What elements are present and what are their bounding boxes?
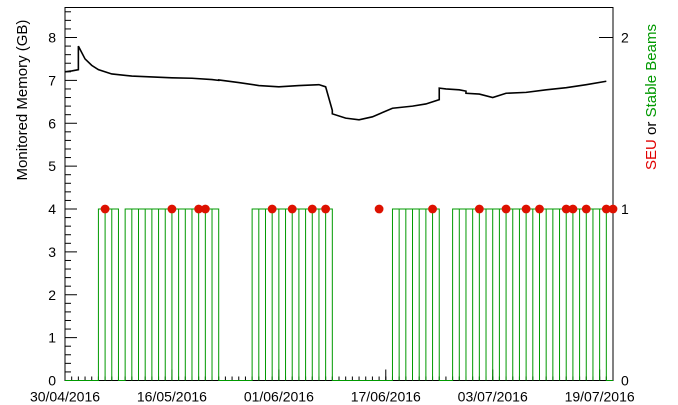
seu-point [521, 204, 531, 214]
y-tick-label: 7 [48, 72, 56, 88]
left-axis: 0 1 2 3 4 5 6 7 8 [48, 11, 77, 389]
y-tick-label: 6 [48, 115, 56, 131]
y2-title-part: or [643, 117, 660, 139]
seu-point [568, 204, 578, 214]
y-tick-label: 4 [48, 201, 56, 217]
x-tick-label: 16/05/2016 [137, 389, 207, 405]
seu-point [321, 204, 331, 214]
y2-tick-label: 2 [621, 30, 629, 46]
y-tick-label: 3 [48, 244, 56, 260]
seu-point [374, 204, 384, 214]
memory-series [64, 45, 607, 121]
y-tick-label: 1 [48, 330, 56, 346]
x-axis: 30/04/2016 16/05/2016 01/06/2016 17/06/2016… [30, 369, 635, 405]
stable-beams-line [65, 208, 613, 381]
y2-title-part: Stable Beams [643, 24, 660, 117]
y-tick-label: 5 [48, 158, 56, 174]
seu-point [428, 204, 437, 214]
x-tick-label: 03/07/2016 [458, 389, 528, 405]
seu-point [287, 204, 297, 214]
seu-point [561, 204, 571, 214]
y2-tick-label: 1 [621, 201, 629, 217]
x-tick-label: 17/06/2016 [351, 389, 421, 405]
y-tick-label: 0 [48, 373, 56, 389]
seu-point [601, 204, 611, 214]
seu-point [501, 204, 511, 214]
y-tick-label: 8 [48, 30, 56, 46]
seu-point [100, 204, 110, 214]
plot-frame [64, 7, 614, 381]
y2-axis-title: SEU or Stable Beams [643, 24, 660, 170]
seu-point [267, 204, 277, 214]
seu-point [608, 204, 618, 214]
seu-point [307, 204, 317, 214]
x-tick-label: 19/07/2016 [565, 389, 635, 405]
seu-point [194, 204, 204, 214]
y-tick-label: 2 [48, 287, 56, 303]
stable-beams-series [65, 208, 613, 381]
memory-line [64, 45, 607, 121]
x-tick-label: 01/06/2016 [244, 389, 314, 405]
seu-point [167, 204, 177, 214]
y-axis-title: Monitored Memory (GB) [14, 20, 31, 181]
seu-point [474, 204, 484, 214]
seu-point [581, 204, 591, 214]
seu-point [535, 204, 544, 214]
y2-title-part: SEU [643, 139, 660, 170]
y2-tick-label: 0 [621, 373, 629, 389]
seu-point [200, 204, 210, 214]
seu-series [100, 204, 618, 214]
x-tick-label: 30/04/2016 [30, 389, 100, 405]
